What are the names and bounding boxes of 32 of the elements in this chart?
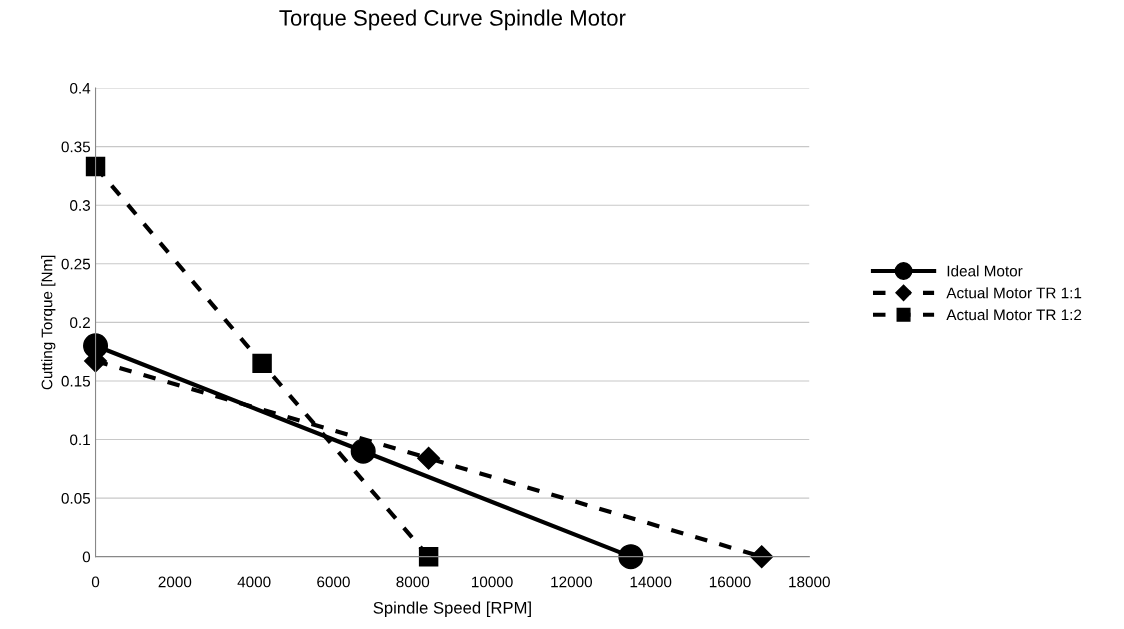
y-tick-label: 0.3 (70, 200, 91, 211)
x-tick-label: 2000 (158, 576, 192, 588)
point (618, 544, 644, 570)
y-tick-label: 0.1 (70, 434, 90, 446)
x-tick-label: 0 (91, 576, 100, 588)
point (350, 438, 376, 464)
legend-label: Ideal Motor (947, 265, 1023, 277)
x-tick-label: 14000 (630, 576, 672, 588)
x-tick-label: 6000 (317, 576, 350, 588)
y-tick-label: 0.4 (70, 82, 91, 94)
x-tick-label: 8000 (396, 576, 430, 588)
x-axis-title: Spindle Speed [RPM] (373, 601, 531, 617)
x-tick-label: 18000 (789, 576, 830, 588)
x-tick-label: 16000 (709, 576, 751, 588)
point (418, 546, 439, 567)
y-tick-label: 0.2 (70, 317, 90, 329)
x-tick-label: 10000 (471, 576, 513, 588)
y-tick-label: 0.35 (61, 141, 91, 153)
x-tick-label: 4000 (237, 576, 271, 588)
legend-label: Actual Motor TR 1:2 (946, 309, 1082, 321)
x-tick-label: 12000 (551, 576, 593, 588)
point (417, 446, 441, 470)
legend-label: Actual Motor TR 1:1 (946, 287, 1082, 299)
y-tick-label: 0 (82, 551, 91, 563)
y-tick-label: 0.05 (61, 492, 91, 504)
y-axis-title: Cutting Torque [Nm] (41, 255, 56, 390)
point (85, 156, 106, 177)
point (750, 545, 774, 569)
point (252, 353, 272, 374)
y-tick-label: 0.15 (61, 375, 91, 387)
y-tick-label: 0.25 (61, 258, 91, 270)
chart-title: Torque Speed Curve Spindle Motor (279, 9, 626, 31)
